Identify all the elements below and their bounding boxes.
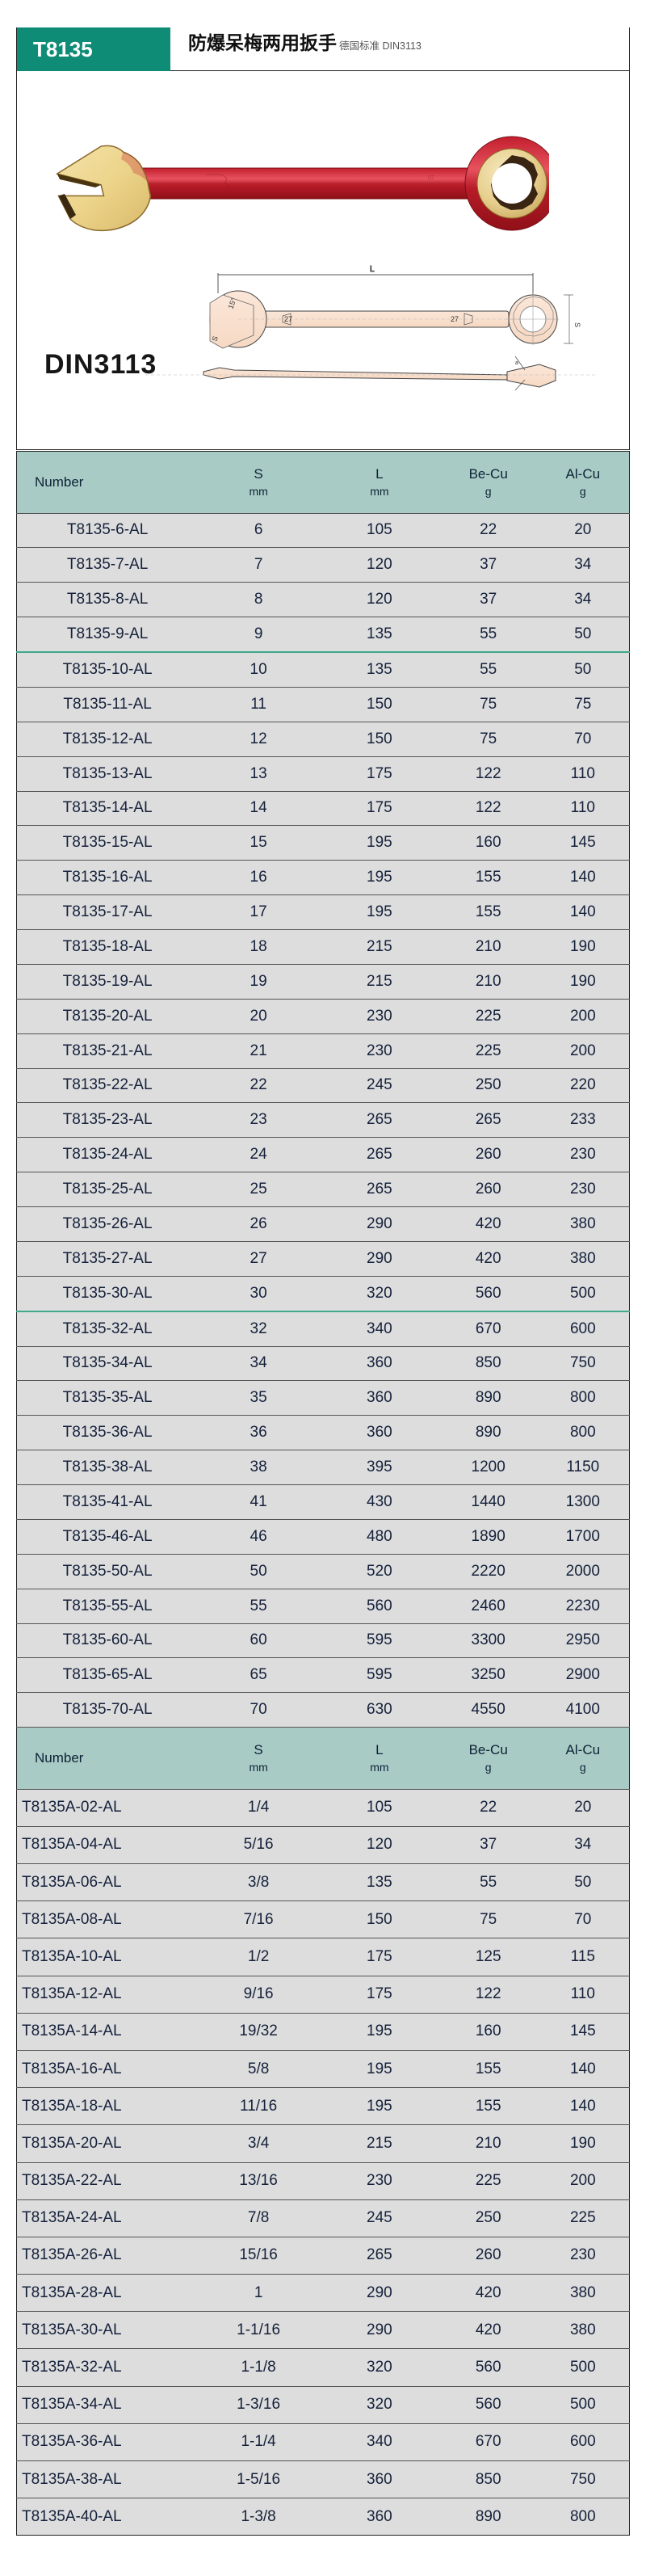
- svg-text:27: 27: [284, 315, 292, 323]
- svg-text:S: S: [573, 322, 581, 327]
- svg-text:L: L: [370, 265, 375, 274]
- svg-text:a: a: [515, 360, 518, 366]
- svg-text:27: 27: [451, 315, 459, 323]
- svg-text:07: 07: [428, 175, 434, 181]
